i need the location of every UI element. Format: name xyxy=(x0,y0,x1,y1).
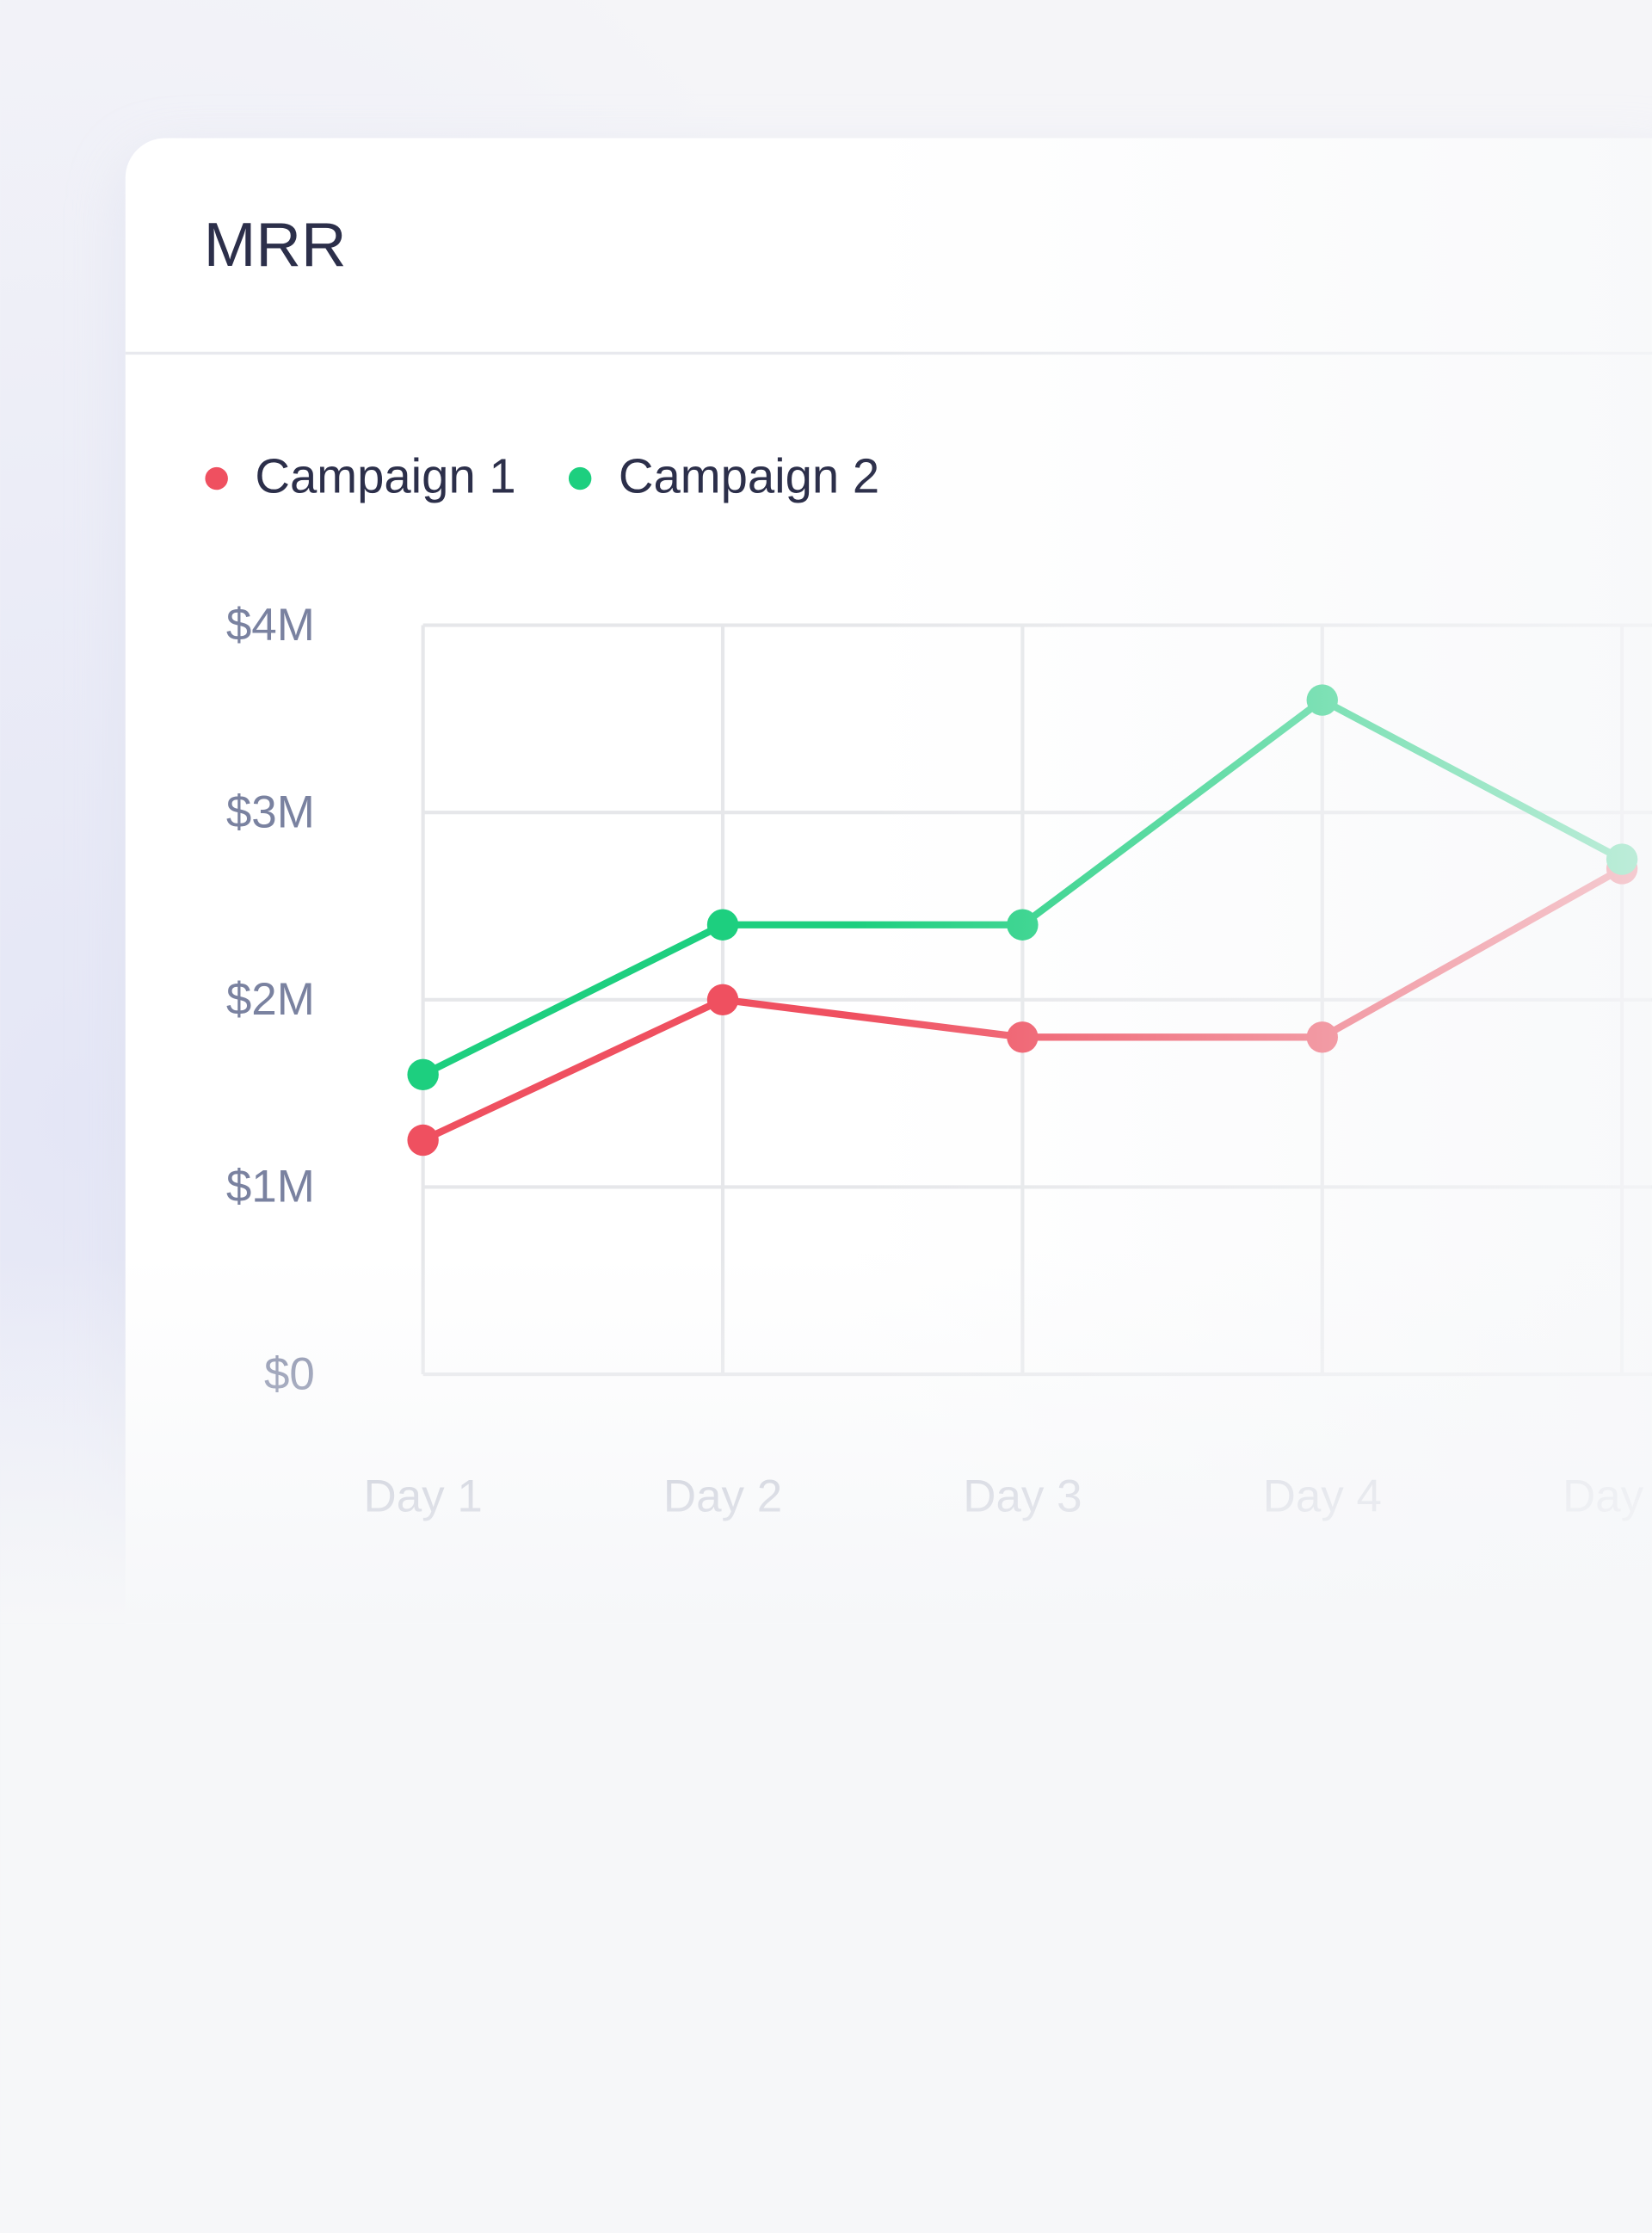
y-tick-label: $3M xyxy=(226,786,315,837)
legend-label: Campaign 2 xyxy=(619,449,879,503)
y-tick-label: $2M xyxy=(226,974,315,1025)
data-point xyxy=(706,984,739,1015)
chart-title: MRR xyxy=(204,210,347,280)
data-point xyxy=(407,1124,439,1157)
y-tick-label: $4M xyxy=(226,600,315,651)
data-point xyxy=(407,1058,439,1091)
page-bottom xyxy=(0,1623,1652,2233)
y-tick-label: $1M xyxy=(226,1162,315,1212)
fade-bottom xyxy=(0,1253,1652,1624)
legend-marker xyxy=(568,466,592,490)
data-point xyxy=(706,909,739,941)
legend-marker xyxy=(205,466,228,490)
legend-label: Campaign 1 xyxy=(255,449,515,503)
